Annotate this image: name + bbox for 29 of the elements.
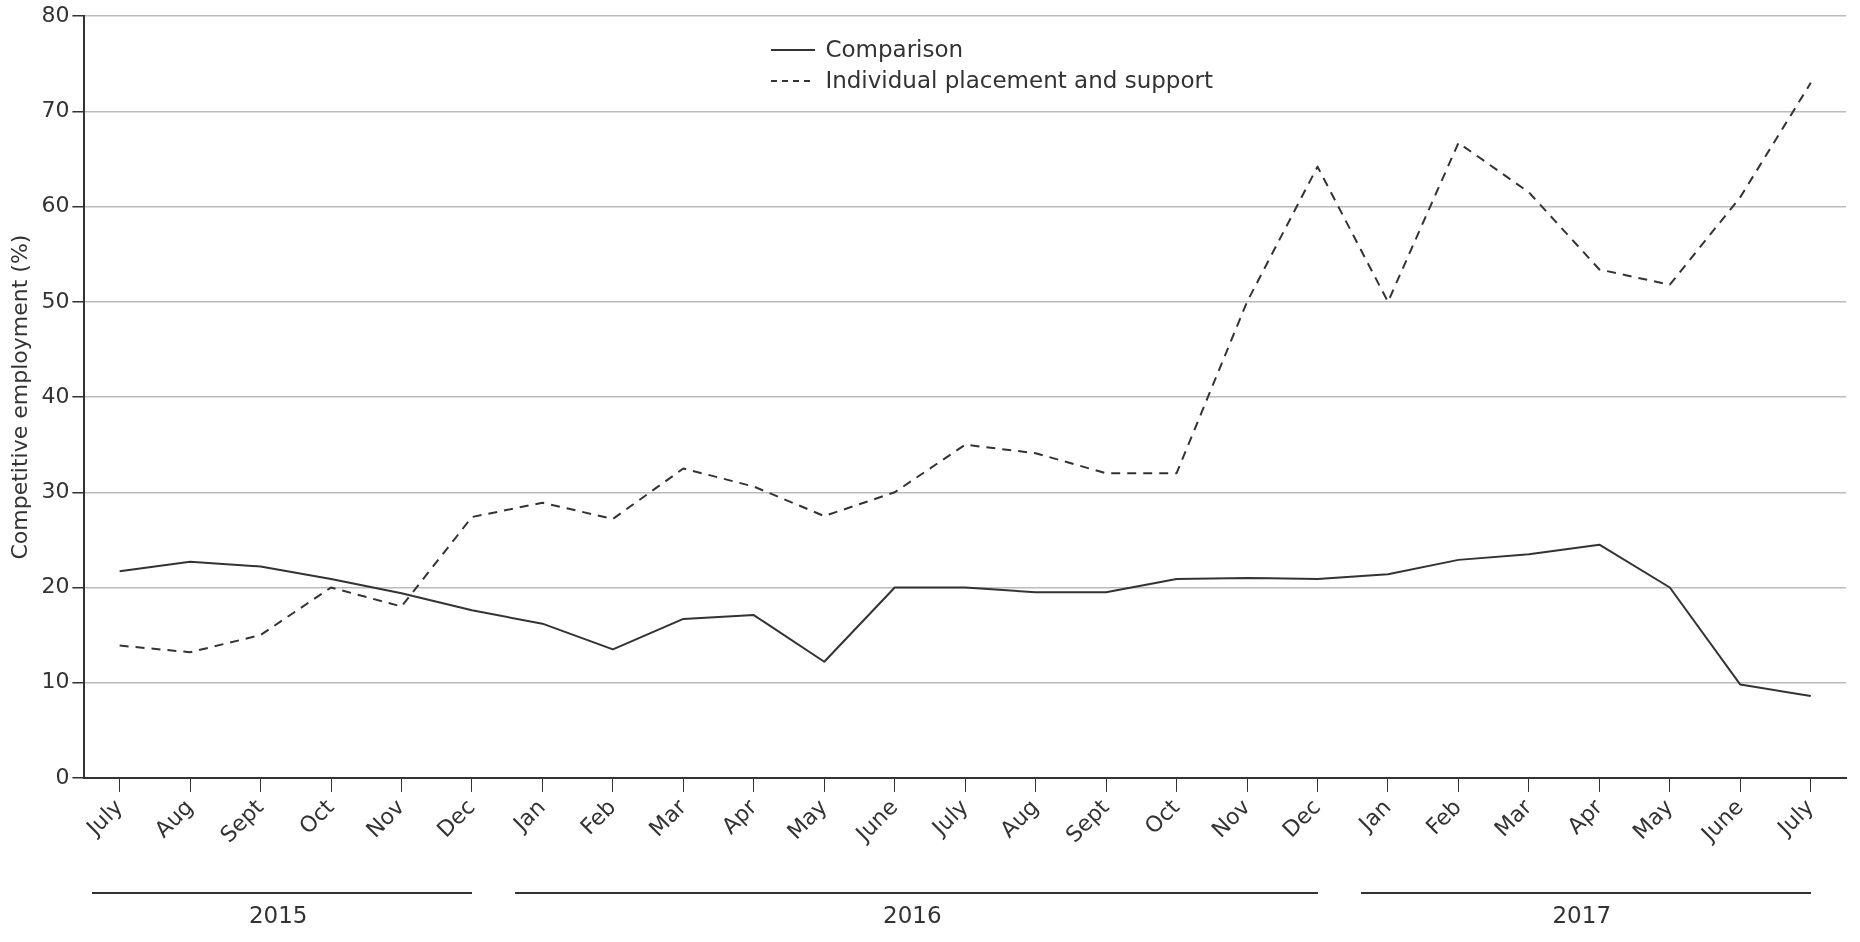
legend-label: Comparison	[825, 35, 964, 65]
x-tick-label: Jan	[506, 794, 550, 838]
x-tick-label: Oct	[294, 793, 339, 839]
text: 2017	[1552, 902, 1612, 928]
x-tick-label: Nov	[1206, 794, 1255, 843]
x-tick-label: Jan	[1352, 794, 1396, 838]
y-tick-label: 30	[41, 477, 70, 503]
x-tick-label: Nov	[361, 794, 410, 843]
legend-label: Individual placement and support	[825, 66, 1213, 96]
y-tick-label: 0	[55, 763, 70, 789]
y-tick-label: 60	[41, 192, 70, 218]
x-tick-label: Feb	[575, 794, 621, 840]
text: 2016	[883, 902, 942, 928]
x-tick-label: Oct	[1139, 793, 1185, 839]
y-tick-label: 50	[41, 287, 70, 313]
x-tick-label: Apr	[1562, 793, 1608, 839]
text: 2015	[248, 902, 308, 928]
y-tick-label: 20	[41, 573, 70, 599]
x-tick-label: Dec	[431, 794, 480, 842]
x-tick-label: Mar	[643, 793, 692, 842]
y-tick-label: 70	[41, 97, 70, 123]
y-tick-label: 80	[41, 1, 70, 27]
y-tick-label: 40	[41, 382, 70, 408]
y-axis-title: Competitive employment (%)	[6, 234, 32, 560]
x-tick-label: Feb	[1420, 794, 1467, 840]
x-tick-label: Apr	[716, 793, 763, 839]
x-tick-label: Mar	[1489, 793, 1538, 842]
y-tick-label: 10	[41, 668, 70, 694]
x-tick-label: Dec	[1277, 794, 1326, 842]
